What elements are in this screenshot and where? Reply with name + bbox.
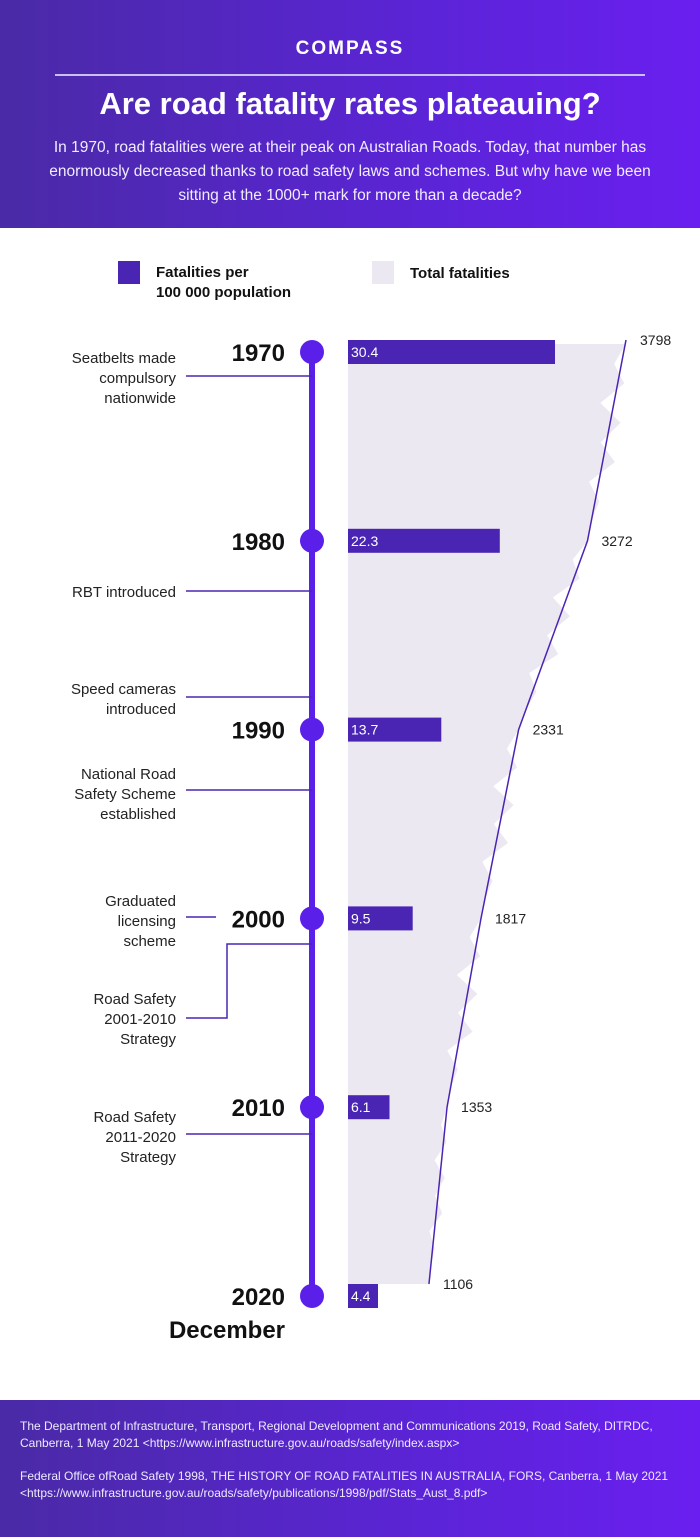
event-label-line: introduced (106, 701, 176, 718)
event-label: Road Safety 2011-2020 Strategy (93, 1109, 176, 1166)
event-label-line: scheme (123, 933, 176, 950)
total-value-label: 1106 (443, 1276, 473, 1292)
page-title: Are road fatality rates plateauing? (99, 86, 601, 121)
source-citation-1: The Department of Infrastructure, Transp… (20, 1419, 653, 1450)
event-label-line: Seatbelts made (72, 350, 176, 367)
legend-rate-label: Fatalities per (156, 264, 249, 281)
event-label: RBT introduced (72, 584, 176, 601)
year-label: 1980 (232, 529, 285, 556)
year-label: 2000 (232, 906, 285, 933)
timeline-marker (300, 1284, 324, 1308)
legend-rate-label-line2: 100 000 population (156, 284, 291, 301)
event-annotation: Road Safety 2001-2010 Strategy (93, 943, 312, 1048)
event-label: Road Safety 2001-2010 Strategy (93, 991, 176, 1048)
timeline-marker (300, 340, 324, 364)
total-value-label: 1353 (461, 1099, 492, 1115)
event-connector (186, 943, 312, 1019)
event-label: Speed cameras introduced (71, 681, 176, 718)
event-label-line: Strategy (120, 1031, 176, 1048)
event-label-line: Speed cameras (71, 681, 176, 698)
rate-value-label: 4.4 (351, 1288, 371, 1304)
event-label-line: established (100, 806, 176, 823)
event-annotation: Seatbelts made compulsory nationwide (72, 350, 312, 407)
year-note-label: December (169, 1317, 285, 1344)
legend-rate-swatch (118, 261, 140, 284)
event-label: Graduated licensing scheme (105, 893, 176, 950)
event-label-line: Strategy (120, 1149, 176, 1166)
timeline-marker (300, 906, 324, 931)
event-label-line: National Road (81, 766, 176, 783)
rate-bar (348, 528, 500, 553)
event-annotation: Graduated licensing scheme (105, 893, 216, 950)
event-annotation: RBT introduced (72, 584, 312, 601)
year-label: 2020 (232, 1284, 285, 1311)
rate-bar (348, 717, 442, 742)
event-label-line: Road Safety (93, 1109, 176, 1126)
rate-bar (348, 1284, 378, 1308)
legend-total-swatch (372, 261, 394, 284)
total-value-label: 2331 (533, 722, 564, 738)
chart-legend: Fatalities per 100 000 population Total … (118, 261, 510, 301)
event-label: Seatbelts made compulsory nationwide (72, 350, 177, 407)
total-fatalities-line (428, 339, 627, 1285)
event-annotation: Speed cameras introduced (71, 681, 312, 718)
rate-bar (348, 340, 555, 364)
event-label-line: Safety Scheme (74, 786, 176, 803)
event-label-line: licensing (118, 913, 176, 930)
rate-value-label: 6.1 (351, 1099, 371, 1115)
event-annotation: National Road Safety Scheme established (74, 766, 312, 823)
timeline-marker (300, 1095, 324, 1120)
total-value-label: 3272 (601, 533, 632, 549)
event-annotation: Road Safety 2011-2020 Strategy (93, 1109, 312, 1166)
event-label-line: RBT introduced (72, 584, 176, 601)
brand-logo: COMPASS (295, 38, 405, 59)
event-label-line: Road Safety (93, 991, 176, 1008)
event-label-line: Graduated (105, 893, 176, 910)
year-label: 1970 (232, 340, 285, 367)
rate-value-label: 13.7 (351, 722, 378, 738)
event-label-line: compulsory (99, 370, 176, 387)
event-label-line: 2011-2020 (105, 1129, 176, 1146)
rate-bar (348, 906, 413, 931)
year-label: 2010 (232, 1095, 285, 1122)
year-label: 1990 (232, 718, 285, 745)
rate-bar (348, 1095, 390, 1120)
total-value-label: 1817 (495, 910, 526, 926)
event-label: National Road Safety Scheme established (74, 766, 176, 823)
rate-value-label: 22.3 (351, 533, 378, 549)
header-banner: COMPASS Are road fatality rates plateaui… (0, 0, 700, 228)
rate-value-label: 9.5 (351, 910, 371, 926)
rate-value-label: 30.4 (351, 344, 378, 360)
source-citation-2: Federal Office ofRoad Safety 1998, THE H… (20, 1469, 669, 1500)
timeline-marker (300, 717, 324, 742)
total-value-label: 3798 (640, 332, 671, 348)
event-label-line: nationwide (104, 390, 176, 407)
event-label-line: 2001-2010 (104, 1011, 176, 1028)
legend-total-label: Total fatalities (410, 265, 510, 282)
header-divider (55, 74, 645, 76)
intro-text: In 1970, road fatalities were at their p… (49, 139, 651, 204)
timeline-marker (300, 528, 324, 553)
total-fatalities-area (348, 344, 626, 1284)
sources-footer: The Department of Infrastructure, Transp… (0, 1400, 700, 1537)
